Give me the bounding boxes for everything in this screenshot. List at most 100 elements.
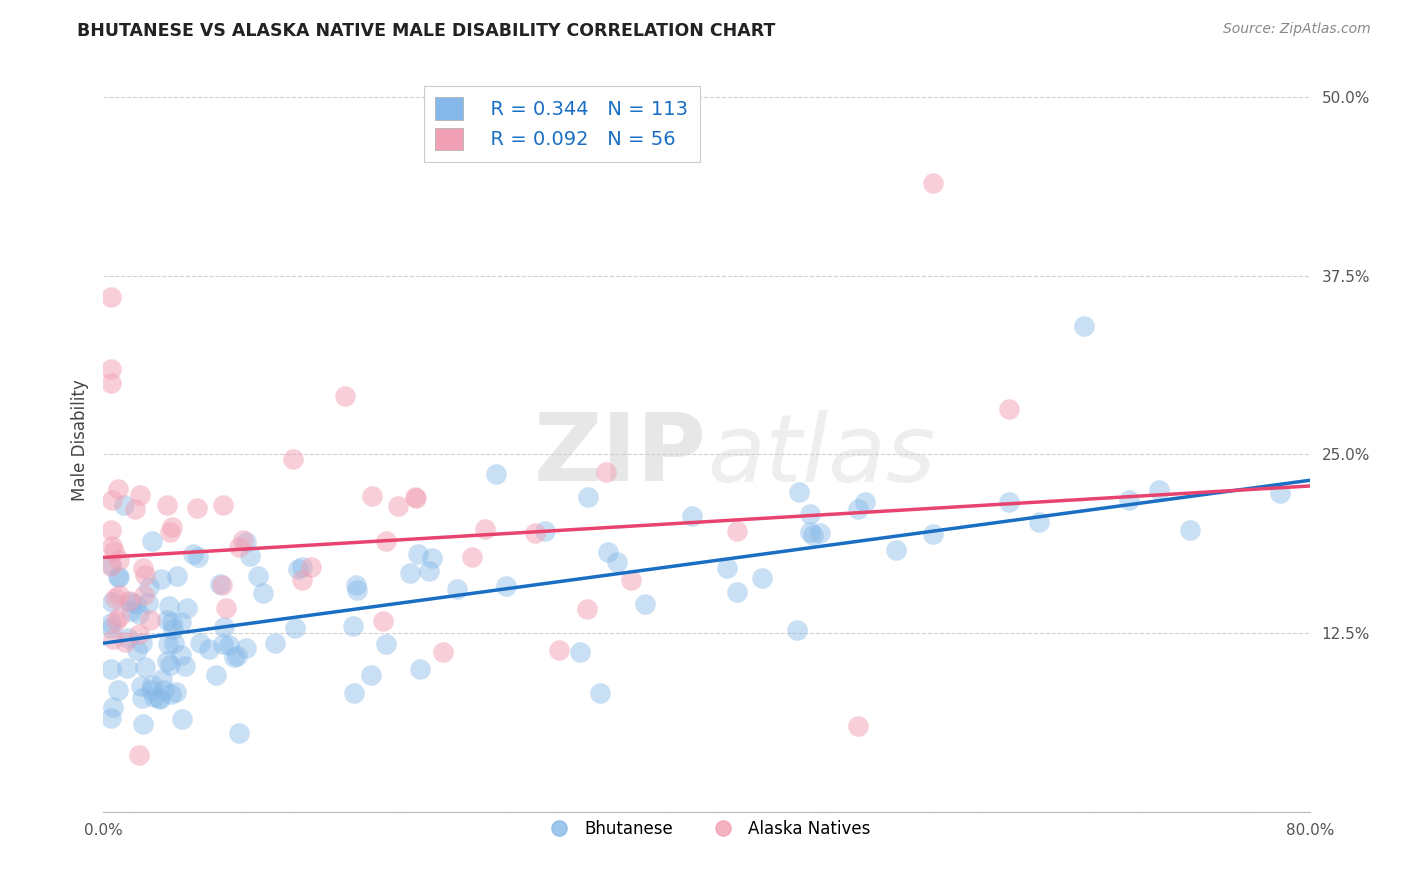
Point	[235, 535, 257, 549]
Point	[100, 559, 122, 574]
Point	[211, 578, 233, 592]
Point	[291, 573, 314, 587]
Point	[228, 541, 250, 555]
Point	[163, 635, 186, 649]
Point	[786, 623, 808, 637]
Point	[884, 543, 907, 558]
Point	[101, 539, 124, 553]
Point	[853, 495, 876, 509]
Point	[141, 682, 163, 697]
Point	[405, 491, 427, 505]
Point	[474, 522, 496, 536]
Point	[787, 485, 810, 500]
Point	[387, 500, 409, 514]
Point	[404, 490, 426, 504]
Point	[997, 401, 1019, 416]
Point	[150, 672, 173, 686]
Point	[211, 498, 233, 512]
Point	[188, 636, 211, 650]
Point	[374, 637, 396, 651]
Point	[120, 604, 142, 618]
Point	[108, 610, 131, 624]
Point	[287, 562, 309, 576]
Point	[187, 549, 209, 564]
Point	[432, 645, 454, 659]
Point	[333, 389, 356, 403]
Point	[129, 487, 152, 501]
Point	[342, 618, 364, 632]
Point	[398, 566, 420, 580]
Point	[166, 568, 188, 582]
Point	[620, 573, 643, 587]
Point	[131, 635, 153, 649]
Point	[100, 621, 122, 635]
Point	[523, 525, 546, 540]
Point	[149, 691, 172, 706]
Point	[100, 616, 122, 631]
Point	[997, 495, 1019, 509]
Point	[751, 571, 773, 585]
Point	[105, 615, 128, 629]
Point	[129, 679, 152, 693]
Point	[162, 622, 184, 636]
Point	[173, 658, 195, 673]
Point	[159, 657, 181, 672]
Point	[212, 637, 235, 651]
Point	[534, 524, 557, 538]
Point	[576, 491, 599, 505]
Point	[446, 582, 468, 596]
Point	[134, 660, 156, 674]
Point	[228, 726, 250, 740]
Point	[1178, 523, 1201, 537]
Point	[568, 645, 591, 659]
Point	[222, 650, 245, 665]
Point	[246, 569, 269, 583]
Point	[808, 525, 831, 540]
Point	[157, 599, 180, 614]
Text: ZIP: ZIP	[534, 409, 707, 501]
Point	[232, 533, 254, 548]
Point	[208, 577, 231, 591]
Point	[801, 527, 824, 541]
Point	[131, 691, 153, 706]
Point	[375, 534, 398, 549]
Point	[142, 690, 165, 705]
Y-axis label: Male Disability: Male Disability	[72, 379, 89, 501]
Point	[124, 501, 146, 516]
Point	[239, 549, 262, 563]
Point	[141, 534, 163, 549]
Point	[343, 686, 366, 700]
Point	[132, 561, 155, 575]
Point	[716, 561, 738, 575]
Point	[107, 483, 129, 497]
Point	[103, 544, 125, 558]
Point	[100, 290, 122, 304]
Point	[922, 176, 945, 190]
Point	[215, 601, 238, 615]
Point	[576, 602, 599, 616]
Point	[1073, 318, 1095, 333]
Point	[134, 568, 156, 582]
Text: BHUTANESE VS ALASKA NATIVE MALE DISABILITY CORRELATION CHART: BHUTANESE VS ALASKA NATIVE MALE DISABILI…	[77, 22, 776, 40]
Point	[252, 586, 274, 600]
Text: Source: ZipAtlas.com: Source: ZipAtlas.com	[1223, 22, 1371, 37]
Point	[461, 549, 484, 564]
Point	[100, 361, 122, 376]
Point	[103, 699, 125, 714]
Point	[153, 683, 176, 698]
Point	[101, 492, 124, 507]
Point	[150, 572, 173, 586]
Point	[634, 597, 657, 611]
Point	[284, 621, 307, 635]
Text: atlas: atlas	[707, 409, 935, 500]
Point	[103, 632, 125, 646]
Point	[170, 615, 193, 629]
Point	[176, 600, 198, 615]
Point	[1028, 515, 1050, 529]
Point	[127, 643, 149, 657]
Point	[346, 577, 368, 591]
Legend: Bhutanese, Alaska Natives: Bhutanese, Alaska Natives	[536, 814, 877, 845]
Point	[107, 570, 129, 584]
Point	[107, 569, 129, 583]
Point	[226, 648, 249, 663]
